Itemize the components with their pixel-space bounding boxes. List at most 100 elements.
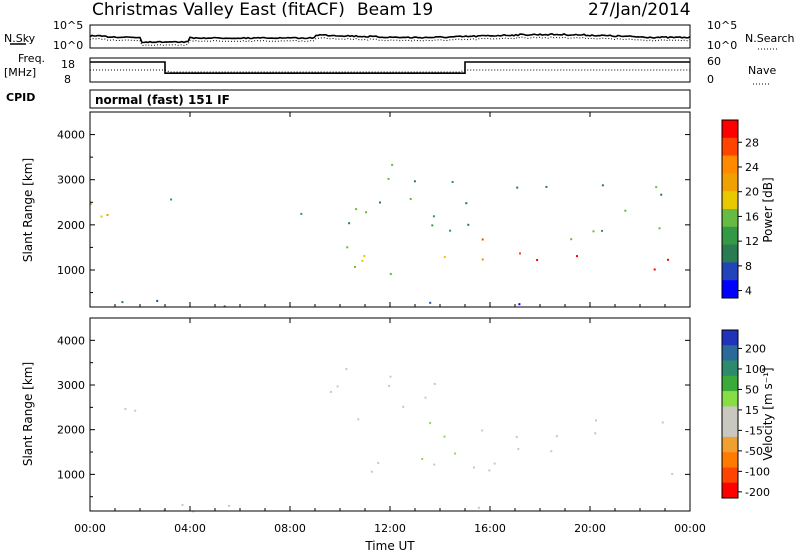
figure-title: Christmas Valley East (fitACF) (92, 0, 345, 20)
power-colorbar-tick-label: 24 (745, 161, 759, 174)
date-label: 27/Jan/2014 (588, 0, 691, 20)
velocity-region (370, 461, 436, 473)
velocity-colorbar-frame (721, 329, 739, 499)
power-scatter (90, 163, 669, 308)
velocity-panel-frame (89, 317, 691, 512)
power-colorbar-swatch (722, 120, 738, 139)
noise-left-tick-top: 10^5 (53, 19, 83, 32)
beam-label: Beam 19 (357, 0, 433, 20)
power-region (90, 202, 109, 218)
velocity-colorbar-swatch (722, 345, 738, 362)
velocity-ylabel: Slant Range [km] (21, 362, 35, 466)
velocity-colorbar-swatch (722, 482, 738, 499)
power-y-tick-label: 1000 (57, 264, 85, 277)
power-colorbar: 28 24 20 16 12 8 4 (721, 119, 759, 299)
power-colorbar-swatch (722, 262, 738, 281)
nave-trace (90, 69, 690, 73)
noise-sky-trace (89, 32, 691, 44)
x-tick-label: 00:00 (674, 522, 706, 535)
velocity-y-tick-label: 3000 (57, 379, 85, 392)
velocity-region (124, 408, 137, 412)
velocity-colorbar-swatch (722, 452, 738, 468)
velocity-colorbar-tick-label: -100 (745, 465, 770, 478)
velocity-colorbar-swatch (722, 360, 738, 377)
time-x-axis: 00:00 04:00 08:00 12:00 16:00 20:00 00:00 (74, 112, 706, 535)
velocity-colorbar-swatch (722, 330, 738, 346)
nave-tick-top: 60 (707, 55, 721, 68)
x-tick-label: 00:00 (74, 522, 106, 535)
power-colorbar-swatch (722, 226, 738, 246)
freq-tick-top: 18 (61, 58, 75, 71)
nave-label: Nave (748, 64, 776, 77)
power-colorbar-frame (721, 119, 739, 299)
velocity-colorbar-tick-label: -15 (745, 424, 763, 437)
velocity-colorbar-swatch (722, 375, 738, 392)
power-y-tick-label: 2000 (57, 219, 85, 232)
velocity-colorbar-swatch (722, 406, 738, 423)
velocity-colorbar-tick-label: 15 (745, 404, 759, 417)
velocity-colorbar-tick-label: 100 (745, 363, 766, 376)
power-region (481, 238, 669, 271)
velocity-colorbar-swatch (722, 467, 738, 484)
velocity-y-tick-label: 1000 (57, 468, 85, 481)
power-colorbar-tick-label: 16 (745, 210, 759, 223)
x-tick-label: 08:00 (274, 522, 306, 535)
velocity-colorbar-label: Velocity [m s⁻¹] (761, 367, 775, 460)
power-colorbar-swatch (722, 173, 738, 192)
freq-trace (90, 61, 690, 74)
noise-left-tick-bottom: 10^0 (53, 39, 83, 52)
power-colorbar-swatch (722, 244, 738, 263)
noise-right-tick-bottom: 10^0 (707, 39, 737, 52)
freq-label: Freq. (18, 52, 45, 65)
power-colorbar-swatch (722, 137, 738, 157)
velocity-colorbar-tick-label: 200 (745, 342, 766, 355)
power-colorbar-tick-label: 4 (745, 285, 752, 298)
velocity-colorbar-swatch (722, 421, 738, 438)
velocity-colorbar-swatch (722, 391, 738, 407)
power-colorbar-label: Power [dB] (761, 177, 775, 242)
power-colorbar-tick-label: 28 (745, 136, 759, 149)
power-y-axis: 4000 3000 2000 1000 (57, 111, 690, 294)
x-tick-label: 04:00 (174, 522, 206, 535)
cpid-label: CPID (6, 91, 35, 104)
velocity-colorbar-swatch (722, 436, 738, 453)
power-region (465, 184, 663, 241)
cpid-panel-frame (89, 89, 691, 109)
cpid-value: normal (fast) 151 IF (95, 93, 230, 107)
noise-search-trace (89, 36, 691, 47)
velocity-region (421, 421, 457, 460)
velocity-y-tick-label: 2000 (57, 424, 85, 437)
power-colorbar-tick-label: 20 (745, 186, 759, 199)
power-colorbar-swatch (722, 280, 738, 299)
power-region (121, 299, 521, 308)
x-tick-label: 16:00 (474, 522, 506, 535)
x-tick-label: 20:00 (574, 522, 606, 535)
x-tick-label: 12:00 (374, 522, 406, 535)
power-y-tick-label: 4000 (57, 129, 85, 142)
power-colorbar-swatch (722, 191, 738, 210)
power-region (300, 163, 454, 232)
velocity-region (473, 419, 674, 475)
power-panel-frame (89, 111, 691, 308)
power-ylabel: Slant Range [km] (21, 158, 35, 262)
freq-unit-label: [MHz] (4, 66, 36, 79)
velocity-y-tick-label: 4000 (57, 334, 85, 347)
velocity-colorbar: 200 100 50 15 -15 -50 -100 -200 (721, 329, 770, 499)
noise-search-label: N.Search (745, 32, 795, 45)
velocity-region (329, 368, 436, 421)
noise-right-tick-top: 10^5 (707, 19, 737, 32)
noise-sky-label: N.Sky (4, 32, 36, 45)
power-colorbar-swatch (722, 155, 738, 174)
power-colorbar-tick-label: 8 (745, 260, 752, 273)
velocity-scatter (124, 368, 674, 513)
power-region (170, 198, 173, 201)
nave-tick-bottom: 0 (707, 73, 714, 86)
power-region (346, 246, 446, 275)
velocity-colorbar-tick-label: 50 (745, 383, 759, 396)
x-axis-label: Time UT (364, 539, 415, 553)
freq-tick-bottom: 8 (64, 73, 71, 86)
velocity-y-axis: 4000 3000 2000 1000 (57, 317, 690, 498)
power-colorbar-tick-label: 12 (745, 235, 759, 248)
velocity-colorbar-tick-label: -50 (745, 445, 763, 458)
